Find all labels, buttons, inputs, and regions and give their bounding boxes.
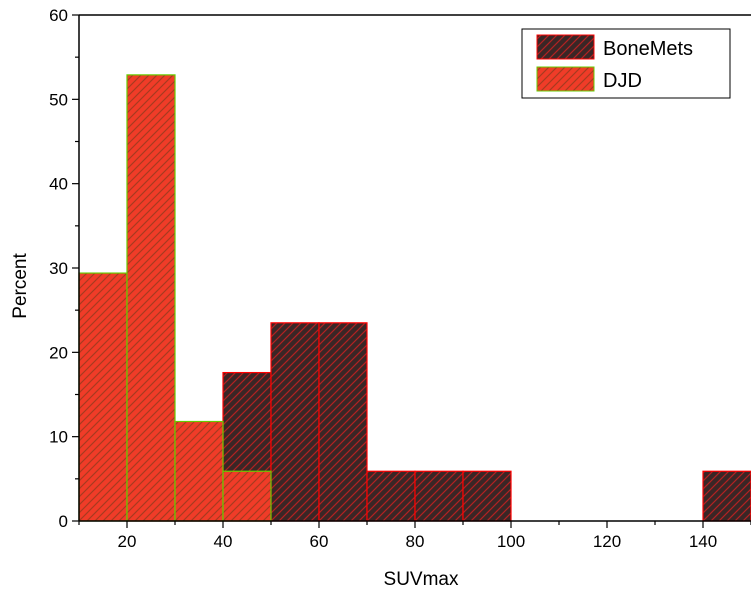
x-tick-label: 100 — [497, 532, 525, 551]
x-axis-title: SUVmax — [384, 569, 459, 590]
y-tick-label: 60 — [49, 6, 68, 25]
y-ticks: 0 10 20 30 40 50 60 — [49, 6, 79, 531]
y-tick-label: 50 — [49, 90, 68, 109]
djd-bars — [78, 74, 272, 522]
y-tick-label: 40 — [49, 175, 68, 194]
x-tick-label: 60 — [310, 532, 329, 551]
x-ticks: 20 40 60 80 100 120 140 — [78, 521, 751, 551]
bar-bonemets-80-90 — [414, 470, 464, 522]
bar-djd-40-50 — [222, 470, 272, 522]
legend-swatch-djd — [536, 66, 595, 92]
bar-djd-30-40 — [174, 420, 224, 522]
bar-djd-10-20 — [78, 272, 128, 522]
legend-label-djd: DJD — [603, 70, 642, 92]
x-tick-label: 120 — [593, 532, 621, 551]
bar-bonemets-90-100 — [462, 470, 512, 522]
bar-bonemets-70-80 — [366, 470, 416, 522]
y-axis-title: Percent — [10, 253, 31, 319]
legend-label-bonemets: BoneMets — [603, 38, 693, 60]
y-tick-label: 10 — [49, 428, 68, 447]
y-tick-label: 20 — [49, 343, 68, 362]
legend: BoneMets DJD — [521, 28, 731, 99]
y-tick-label: 0 — [59, 512, 68, 531]
x-tick-label: 40 — [214, 532, 233, 551]
legend-swatch-bonemets — [536, 34, 595, 60]
x-tick-label: 80 — [406, 532, 425, 551]
x-tick-label: 20 — [118, 532, 137, 551]
bar-bonemets-60-70 — [318, 322, 368, 522]
y-tick-label: 30 — [49, 259, 68, 278]
bar-bonemets-50-60 — [270, 322, 320, 522]
bar-bonemets-140-150 — [702, 470, 751, 522]
bar-djd-20-30 — [126, 74, 176, 522]
x-tick-label: 140 — [689, 532, 717, 551]
